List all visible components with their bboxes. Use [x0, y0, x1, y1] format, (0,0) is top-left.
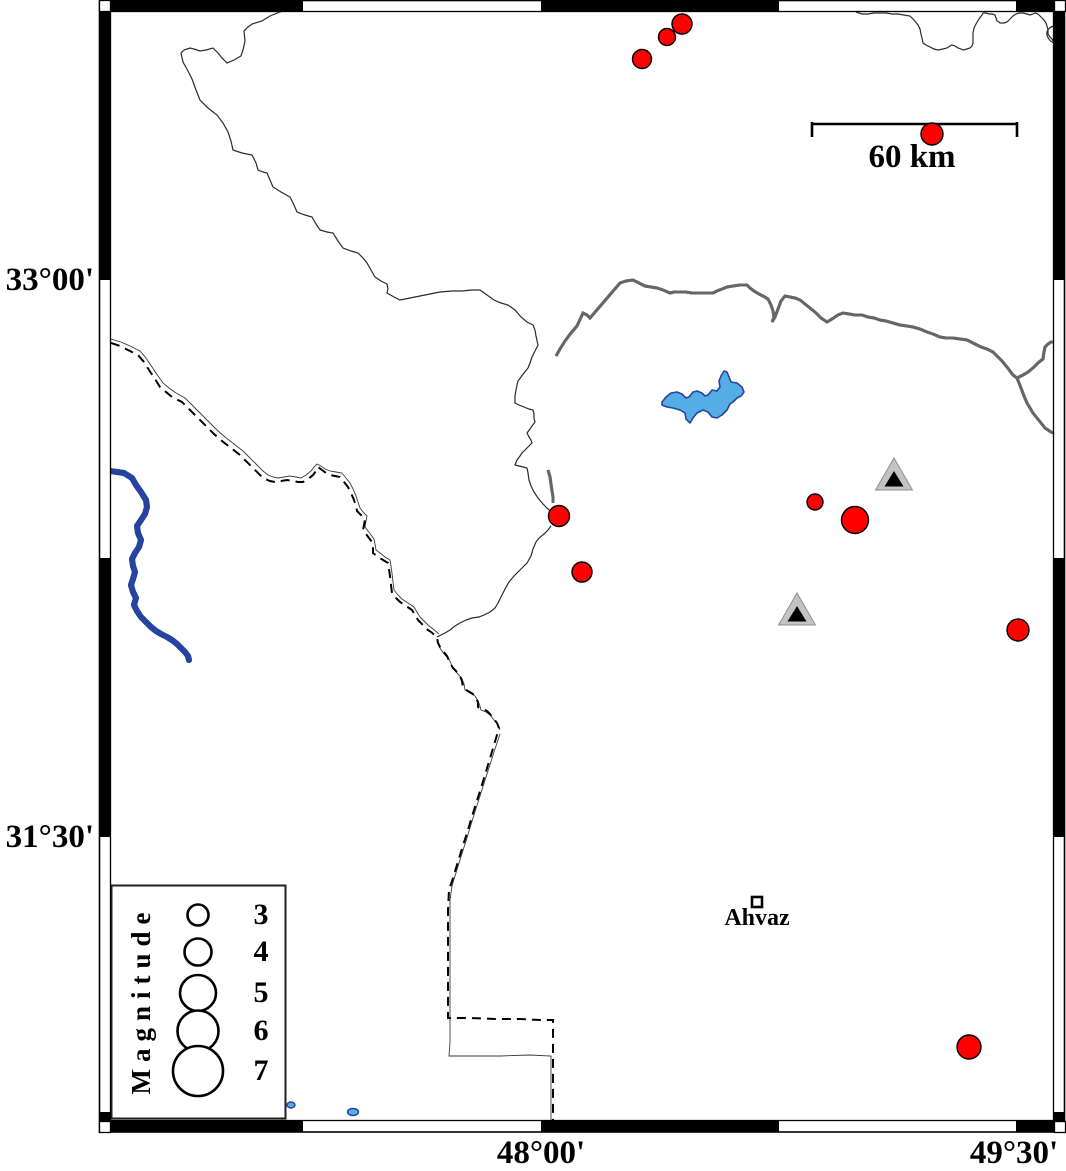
- earthquake-marker: [956, 1034, 982, 1060]
- earthquake-marker: [631, 48, 653, 70]
- scale-bar: [810, 122, 1019, 137]
- map-frame: [98, 0, 1066, 1134]
- stations-layer: [777, 457, 914, 626]
- coastline-northwest: [180, 12, 557, 516]
- legend-magnitude-circle: [186, 903, 210, 927]
- earthquake-marker: [571, 561, 593, 583]
- city-marker-square: [750, 895, 764, 909]
- boundary-dashed: [111, 342, 554, 1120]
- lake-shape: [661, 370, 745, 424]
- legend-magnitude-circle: [171, 1044, 225, 1098]
- earthquake-marker: [657, 27, 677, 47]
- river-blue: [111, 471, 192, 663]
- earthquake-marker: [920, 122, 944, 146]
- coastline-south-of-river: [436, 525, 552, 638]
- river-mouth-segment: [546, 468, 555, 505]
- station-triangle-inner: [884, 471, 904, 487]
- legend-symbols: [171, 903, 225, 1098]
- pond-small: [346, 1107, 360, 1117]
- pond-small: [286, 1101, 296, 1109]
- earthquake-marker: [1006, 618, 1030, 642]
- earthquake-marker: [547, 504, 571, 528]
- earthquakes-layer: [547, 13, 1030, 1060]
- scale-bar-line: [810, 122, 1019, 137]
- earthquake-marker: [806, 493, 824, 511]
- coastline-edge-bump: [1046, 25, 1053, 44]
- legend-magnitude-circle: [183, 937, 213, 967]
- earthquake-marker: [671, 13, 693, 35]
- station-triangle-inner: [787, 606, 807, 622]
- coastline-northeast-top: [855, 12, 1053, 51]
- earthquake-marker: [840, 505, 870, 535]
- legend-magnitude-circle: [178, 973, 218, 1013]
- river-double-line-northeast: [554, 278, 1053, 435]
